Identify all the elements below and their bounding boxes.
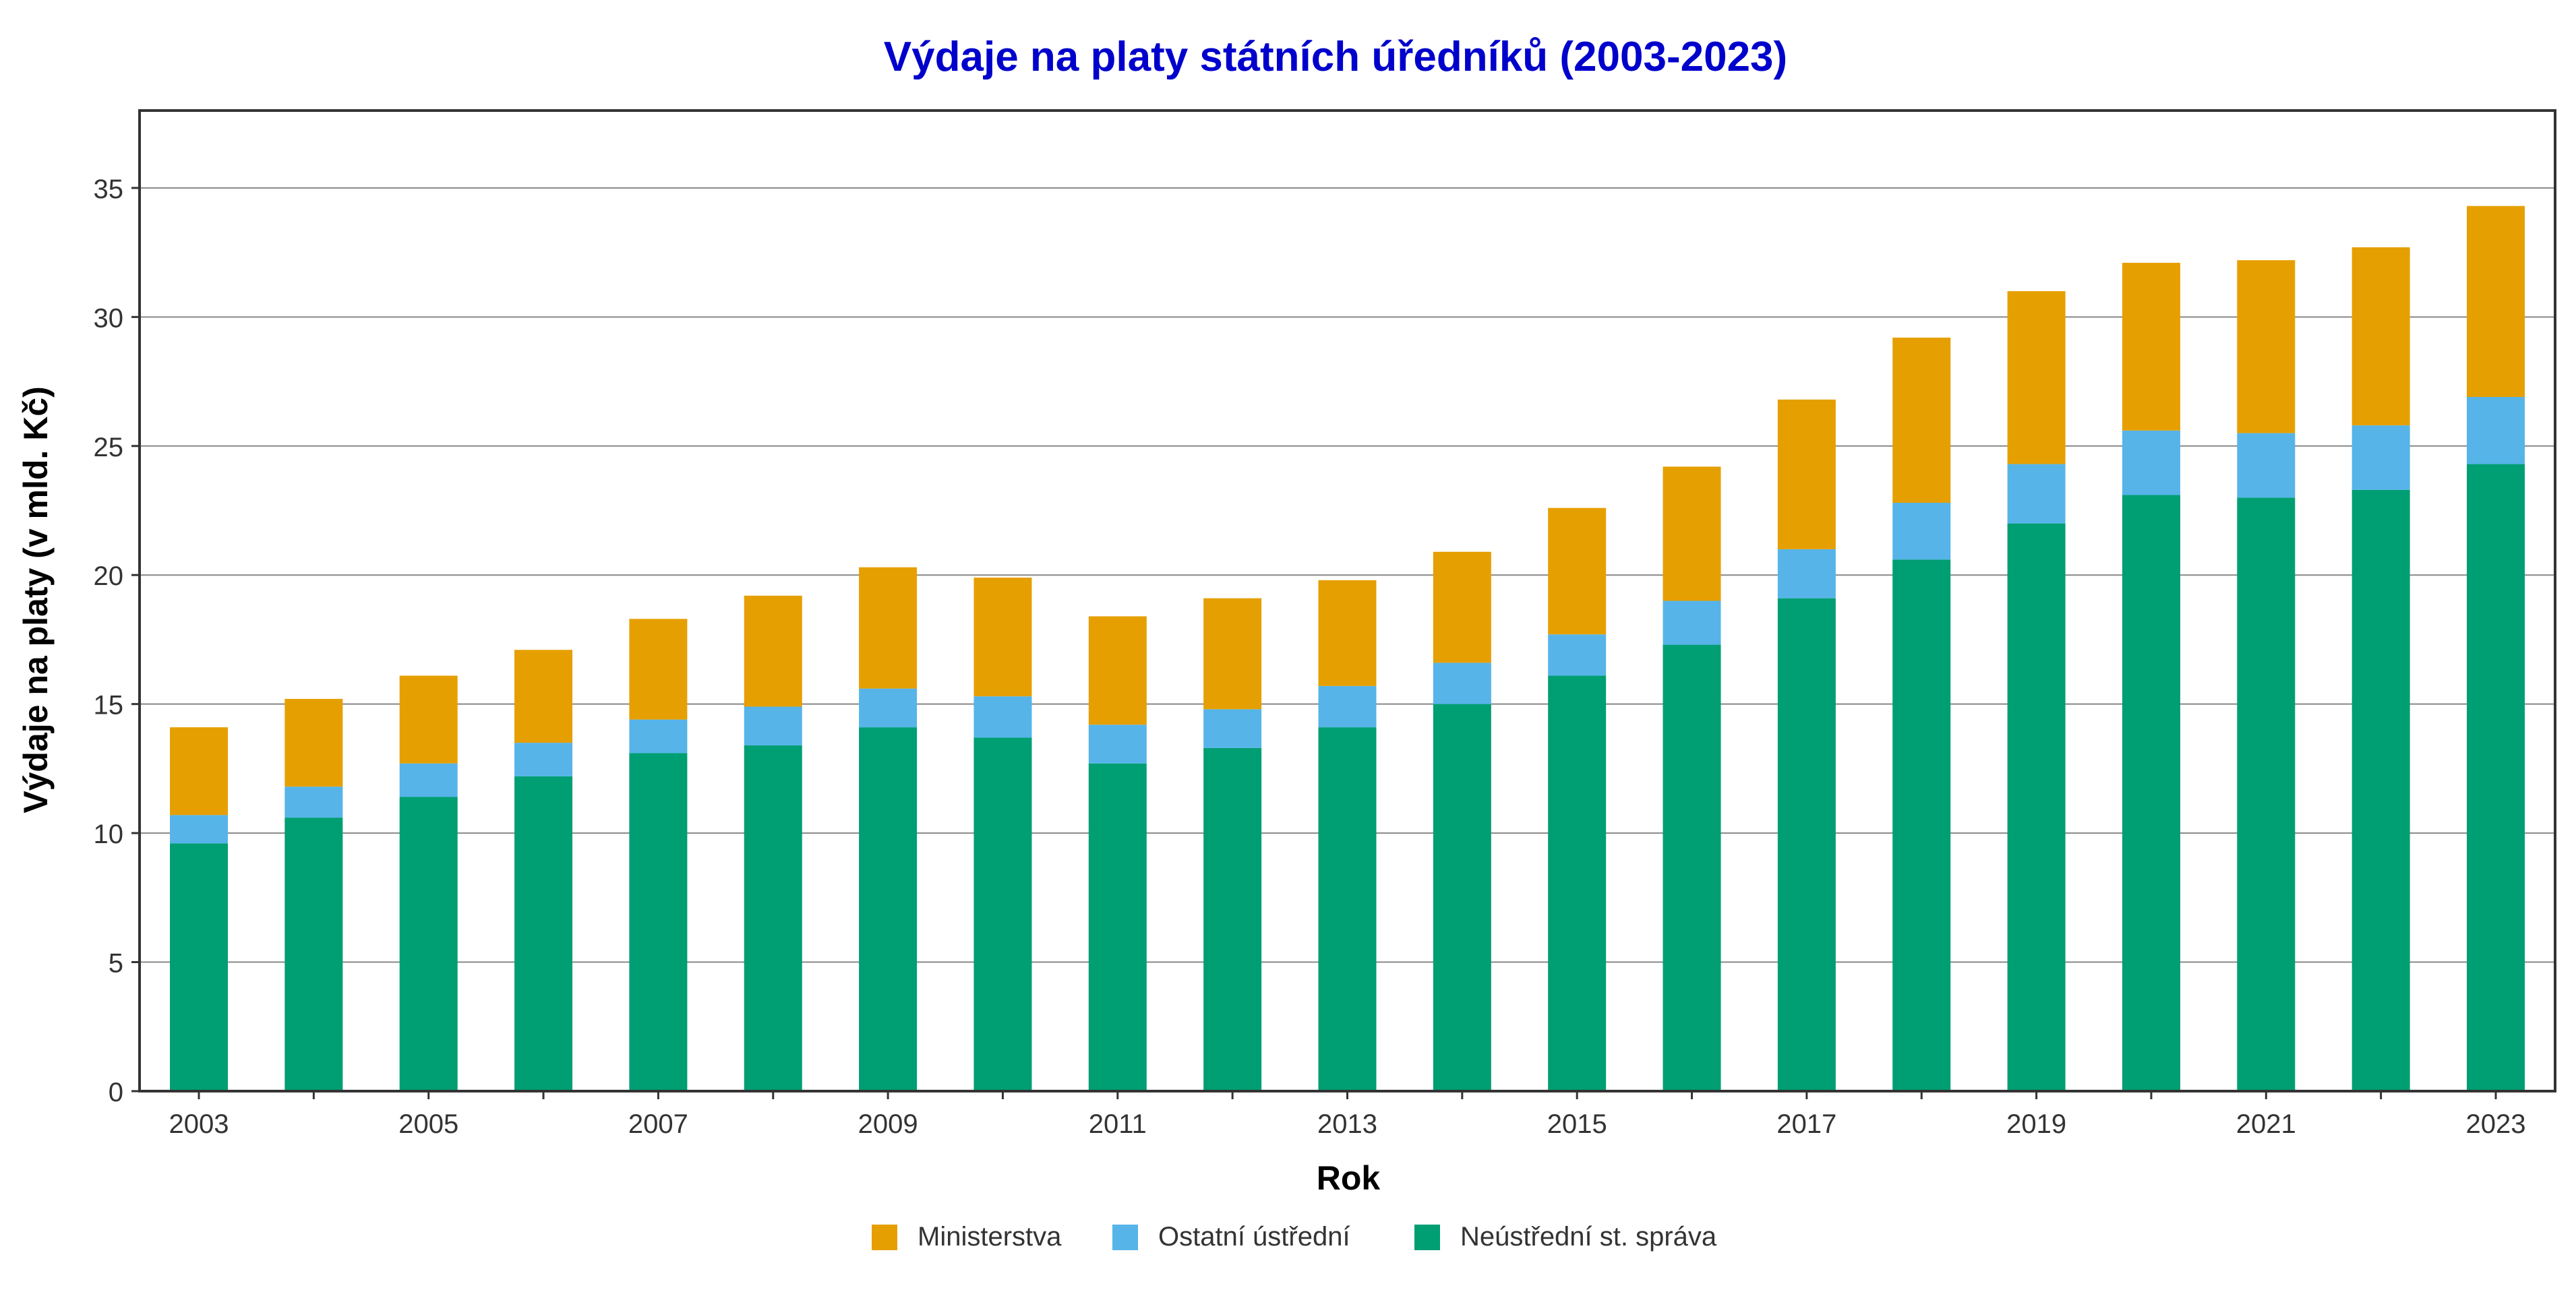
bar-2014-series-1 <box>1433 663 1491 704</box>
bar-2018-series-2 <box>1892 337 1951 503</box>
legend-swatch <box>1414 1225 1440 1250</box>
bar-2017-series-2 <box>1777 399 1836 549</box>
bar-2019-series-0 <box>2007 523 2066 1091</box>
legend-swatch <box>1112 1225 1138 1250</box>
bar-2021-series-0 <box>2237 497 2296 1091</box>
bar-2021-series-1 <box>2237 433 2296 498</box>
bar-2004-series-2 <box>284 699 343 787</box>
x-tick-label: 2015 <box>1547 1109 1607 1139</box>
bar-2013-series-2 <box>1318 580 1377 686</box>
x-tick-label: 2019 <box>2006 1109 2066 1139</box>
bar-2005-series-0 <box>399 797 458 1091</box>
y-tick-label: 20 <box>94 561 124 591</box>
bar-2006-series-2 <box>514 650 573 743</box>
bar-2017-series-0 <box>1777 598 1836 1091</box>
bar-2018-series-1 <box>1892 503 1951 560</box>
bar-2005-series-2 <box>399 675 458 764</box>
bar-2023-series-2 <box>2467 206 2525 398</box>
x-tick-label: 2017 <box>1776 1109 1836 1139</box>
bar-2005-series-1 <box>399 763 458 797</box>
bar-2007-series-0 <box>629 753 688 1091</box>
y-tick-label: 35 <box>94 175 124 204</box>
y-axis-title: Výdaje na platy (v mld. Kč) <box>17 386 55 813</box>
y-tick-label: 10 <box>94 820 124 849</box>
bar-2016-series-2 <box>1663 466 1721 601</box>
bar-2012-series-0 <box>1203 747 1262 1091</box>
y-tick-label: 5 <box>109 949 123 979</box>
x-tick-label: 2005 <box>398 1109 458 1139</box>
bar-2016-series-1 <box>1663 600 1721 645</box>
legend-swatch <box>872 1225 897 1250</box>
x-tick-label: 2021 <box>2236 1109 2296 1139</box>
y-tick-label: 30 <box>94 303 124 333</box>
bar-2015-series-2 <box>1548 507 1607 635</box>
bar-2008-series-2 <box>744 595 802 707</box>
bar-2015-series-1 <box>1548 634 1607 676</box>
bars-layer <box>170 206 2525 1091</box>
bar-2004-series-1 <box>284 787 343 818</box>
bar-2014-series-0 <box>1433 704 1491 1091</box>
bar-2003-series-1 <box>170 815 228 844</box>
bar-2019-series-2 <box>2007 291 2066 464</box>
bar-2012-series-1 <box>1203 709 1262 748</box>
legend-label: Ministerstva <box>918 1222 1062 1252</box>
bar-2014-series-2 <box>1433 551 1491 663</box>
y-tick-label: 25 <box>94 433 124 462</box>
bar-2009-series-1 <box>859 688 918 728</box>
bar-2010-series-1 <box>974 696 1032 738</box>
bar-2010-series-2 <box>974 578 1032 697</box>
bar-2007-series-2 <box>629 619 688 720</box>
bar-2020-series-1 <box>2122 430 2180 495</box>
bar-2006-series-1 <box>514 743 573 776</box>
bar-2016-series-0 <box>1663 644 1721 1091</box>
bar-2009-series-2 <box>859 567 918 689</box>
y-tick-label: 15 <box>94 691 124 720</box>
bar-2020-series-2 <box>2122 262 2180 431</box>
bar-2018-series-0 <box>1892 559 1951 1091</box>
bar-2020-series-0 <box>2122 495 2180 1091</box>
bar-2021-series-2 <box>2237 260 2296 433</box>
x-tick-label: 2013 <box>1317 1109 1377 1139</box>
bar-2011-series-2 <box>1088 616 1147 725</box>
bar-2022-series-0 <box>2352 489 2410 1091</box>
x-axis: 2003 2005 2007 2009 2011 2013 2015 2017 2019 2021… <box>169 1091 2526 1139</box>
bar-2023-series-1 <box>2467 397 2525 464</box>
bar-2003-series-0 <box>170 843 228 1091</box>
bar-2017-series-1 <box>1777 549 1836 598</box>
bar-2022-series-2 <box>2352 247 2410 426</box>
chart-title: Výdaje na platy státních úředníků (2003-… <box>884 34 1787 80</box>
bar-2023-series-0 <box>2467 464 2525 1091</box>
bar-2008-series-0 <box>744 745 802 1091</box>
y-tick-label: 0 <box>109 1078 123 1107</box>
bar-2011-series-0 <box>1088 763 1147 1091</box>
bar-2019-series-1 <box>2007 464 2066 524</box>
x-tick-label: 2011 <box>1089 1109 1147 1139</box>
bar-2022-series-1 <box>2352 425 2410 490</box>
bar-2008-series-1 <box>744 706 802 745</box>
y-axis: 0 5 10 15 20 25 30 35 <box>94 175 140 1107</box>
x-tick-label: 2007 <box>628 1109 688 1139</box>
bar-2007-series-1 <box>629 719 688 753</box>
bar-2009-series-0 <box>859 727 918 1091</box>
bar-2010-series-0 <box>974 737 1032 1091</box>
bar-2012-series-2 <box>1203 598 1262 710</box>
bar-2003-series-2 <box>170 727 228 815</box>
bar-2004-series-0 <box>284 818 343 1091</box>
x-axis-title: Rok <box>1317 1159 1381 1197</box>
x-tick-label: 2003 <box>169 1109 229 1139</box>
legend-label: Neústřední st. správa <box>1460 1222 1717 1252</box>
bar-2006-series-0 <box>514 776 573 1091</box>
legend: Ministerstva Ostatní ústřední Neústřední s… <box>872 1222 1717 1252</box>
bar-2013-series-0 <box>1318 727 1377 1091</box>
bar-2015-series-0 <box>1548 675 1607 1091</box>
x-tick-label: 2009 <box>858 1109 918 1139</box>
bar-2011-series-1 <box>1088 725 1147 764</box>
bar-2013-series-1 <box>1318 685 1377 728</box>
x-tick-label: 2023 <box>2466 1109 2526 1139</box>
legend-label: Ostatní ústřední <box>1158 1222 1350 1252</box>
